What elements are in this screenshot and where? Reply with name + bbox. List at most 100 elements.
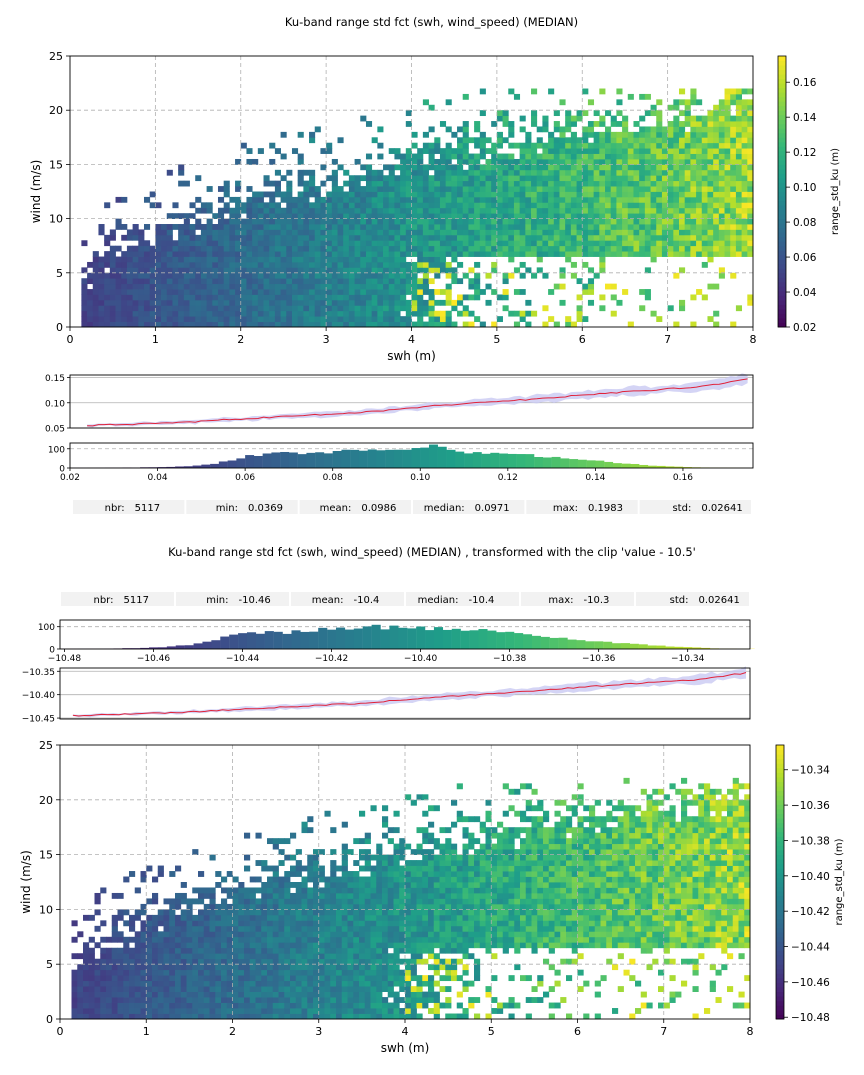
heatmap-cell — [359, 975, 366, 982]
heatmap-cell — [195, 278, 202, 285]
heatmap-cell — [313, 871, 320, 877]
heatmap-cell — [627, 245, 634, 252]
heatmap-cell — [405, 316, 412, 322]
heatmap-cell — [291, 310, 299, 317]
heatmap-cell — [117, 969, 124, 976]
heatmap-cell — [337, 229, 344, 236]
heatmap-cell — [238, 997, 245, 1003]
heatmap-cell — [519, 115, 526, 122]
heatmap-cell — [269, 234, 276, 241]
heatmap-cell — [364, 849, 371, 855]
heatmap-cell — [215, 980, 222, 987]
heatmap-cell — [508, 240, 515, 247]
heatmap-cell — [330, 909, 337, 916]
heatmap-cell — [246, 316, 253, 322]
heatmap-cell — [297, 272, 304, 279]
heatmap-cell — [278, 942, 285, 949]
heatmap-cell — [186, 980, 193, 987]
heatmap-cell — [297, 316, 304, 322]
heatmap-cell — [365, 283, 373, 290]
heatmap-cell — [690, 126, 697, 133]
heatmap-cell — [337, 186, 344, 192]
heatmap-cell — [713, 240, 720, 247]
heatmap-cell — [209, 854, 216, 861]
heatmap-cell — [307, 1008, 314, 1014]
heatmap-cell — [111, 1008, 118, 1014]
heatmap-cell — [180, 980, 187, 987]
heatmap-cell — [383, 316, 390, 322]
heatmap-cell — [244, 958, 251, 965]
heatmap-cell — [690, 234, 697, 241]
heatmap-cell — [354, 299, 361, 306]
heatmap-cell — [123, 986, 130, 992]
heatmap-cell — [405, 191, 412, 198]
heatmap-cell — [189, 272, 196, 279]
heatmap-cell — [411, 229, 418, 236]
heatmap-cell — [353, 980, 360, 987]
heatmap-cell — [223, 224, 230, 230]
heatmap-cell — [411, 251, 418, 257]
heatmap-cell — [718, 169, 725, 176]
heatmap-cell — [301, 1002, 308, 1009]
heatmap-cell — [377, 289, 384, 295]
heatmap-cell — [639, 142, 646, 149]
histogram-bar — [306, 452, 316, 468]
heatmap-cell — [656, 142, 663, 149]
heatmap-cell — [599, 202, 606, 209]
heatmap-cell — [155, 234, 162, 241]
heatmap-cell — [451, 272, 458, 279]
heatmap-cell — [235, 299, 242, 306]
heatmap-cell — [272, 887, 279, 894]
heatmap-cell — [388, 207, 395, 214]
heatmap-cell — [633, 245, 640, 252]
heatmap-cell — [183, 305, 190, 312]
stats-label: nbr: — [94, 595, 114, 606]
heatmap-cell — [376, 882, 383, 888]
colorbar-segment — [778, 259, 786, 265]
heatmap-cell — [278, 964, 285, 971]
heatmap-cell — [633, 121, 640, 127]
heatmap-cell — [263, 316, 270, 322]
heatmap-cell — [104, 251, 111, 257]
heatmap-cell — [206, 229, 213, 236]
heatmap-cell — [146, 920, 153, 927]
heatmap-cell — [331, 213, 338, 219]
heatmap-cell — [238, 903, 245, 910]
heatmap-cell — [255, 1013, 262, 1020]
heatmap-cell — [513, 321, 521, 328]
heatmap-cell — [713, 224, 720, 230]
histogram-bar — [184, 645, 194, 649]
heatmap-cell — [417, 224, 424, 230]
heatmap-cell — [410, 860, 417, 866]
heatmap-cell — [542, 207, 549, 214]
heatmap-cell — [297, 196, 304, 203]
heatmap-cell — [747, 196, 754, 203]
heatmap-cell — [244, 887, 251, 894]
heatmap-cell — [679, 267, 686, 274]
heatmap-cell — [98, 229, 105, 236]
heatmap-cell — [718, 158, 725, 165]
heatmap-cell — [388, 316, 395, 322]
heatmap-cell — [98, 283, 105, 290]
heatmap-cell — [109, 267, 116, 274]
heatmap-cell — [161, 261, 168, 268]
heatmap-cell — [198, 871, 205, 877]
heatmap-cell — [272, 969, 279, 976]
heatmap-cell — [371, 321, 378, 328]
heatmap-cell — [257, 283, 264, 290]
heatmap-cell — [735, 180, 743, 187]
heatmap-cell — [215, 991, 222, 998]
heatmap-cell — [94, 909, 101, 916]
heatmap-cell — [232, 903, 239, 910]
heatmap-cell — [286, 289, 293, 295]
heatmap-cell — [280, 153, 287, 160]
heatmap-cell — [278, 947, 285, 954]
heatmap-cell — [565, 240, 572, 247]
heatmap-cell — [341, 920, 348, 927]
heatmap-cell — [405, 153, 412, 160]
heatmap-cell — [565, 115, 572, 122]
heatmap-cell — [422, 164, 429, 171]
histogram-bar — [490, 452, 500, 468]
heatmap-cell — [132, 272, 139, 279]
heatmap-cell — [143, 294, 151, 301]
